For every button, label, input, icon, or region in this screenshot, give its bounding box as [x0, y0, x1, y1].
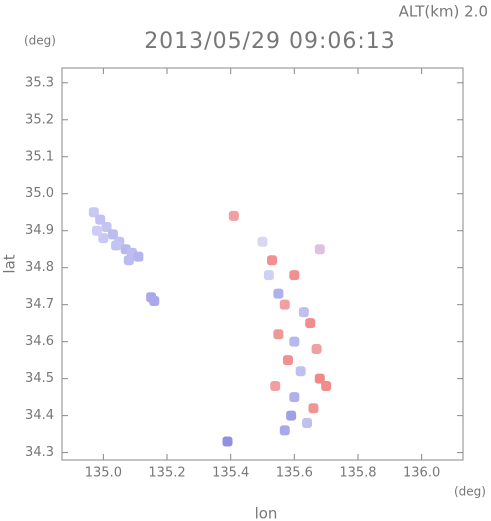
- x-axis-label: lon: [255, 505, 278, 521]
- chart-title: 2013/05/29 09:06:13: [144, 29, 396, 54]
- radar-echo: [95, 214, 106, 225]
- radar-echo: [314, 244, 325, 255]
- x-tick-label: 135.6: [276, 466, 313, 481]
- radar-echo: [273, 329, 284, 340]
- radar-echo: [257, 236, 268, 247]
- radar-echo: [133, 251, 144, 262]
- x-tick-label: 135.0: [85, 466, 122, 481]
- y-tick-label: 35.0: [25, 186, 54, 201]
- x-tick-label: 136.0: [403, 466, 440, 481]
- radar-echo: [279, 299, 290, 310]
- y-tick-label: 35.2: [25, 112, 54, 127]
- x-tick-label: 135.4: [212, 466, 249, 481]
- radar-echo: [270, 381, 281, 392]
- radar-echo: [289, 270, 300, 281]
- radar-echo: [321, 381, 332, 392]
- plot-frame: [61, 67, 464, 461]
- radar-echo: [295, 366, 306, 377]
- y-tick-label: 34.9: [25, 223, 54, 238]
- radar-echo: [228, 210, 239, 221]
- radar-echo: [222, 436, 233, 447]
- radar-echo: [267, 255, 278, 266]
- y-tick-label: 35.1: [25, 149, 54, 164]
- radar-echo: [314, 373, 325, 384]
- radar-echo: [149, 295, 160, 306]
- y-tick-label: 34.8: [25, 260, 54, 275]
- x-unit: (deg): [454, 485, 486, 499]
- radar-echo: [88, 207, 99, 218]
- y-tick-label: 34.7: [25, 297, 54, 312]
- radar-echo: [305, 318, 316, 329]
- x-tick-label: 135.8: [339, 466, 376, 481]
- y-tick-label: 34.5: [25, 371, 54, 386]
- radar-echo: [98, 233, 109, 244]
- radar-echo: [263, 270, 274, 281]
- radar-echo: [123, 255, 134, 266]
- radar-echo: [286, 410, 297, 421]
- y-tick-label: 34.6: [25, 334, 54, 349]
- x-tick-label: 135.2: [148, 466, 185, 481]
- y-axis-label: lat: [1, 254, 19, 273]
- radar-echo: [289, 392, 300, 403]
- radar-echo: [111, 240, 122, 251]
- radar-echo: [273, 288, 284, 299]
- altitude: ALT(km) 2.0: [399, 3, 488, 21]
- radar-echo: [282, 355, 293, 366]
- radar-echo: [311, 344, 322, 355]
- radar-echo: [298, 307, 309, 318]
- radar-echo: [92, 225, 103, 236]
- radar-echo: [107, 229, 118, 240]
- radar-echo: [302, 418, 313, 429]
- y-tick-label: 34.3: [25, 445, 54, 460]
- radar-echo: [279, 425, 290, 436]
- y-tick-label: 35.3: [25, 75, 54, 90]
- y-unit: (deg): [24, 34, 56, 48]
- radar-echo: [101, 222, 112, 233]
- radar-echo: [289, 336, 300, 347]
- radar-echo: [308, 403, 319, 414]
- y-tick-label: 34.4: [25, 408, 54, 423]
